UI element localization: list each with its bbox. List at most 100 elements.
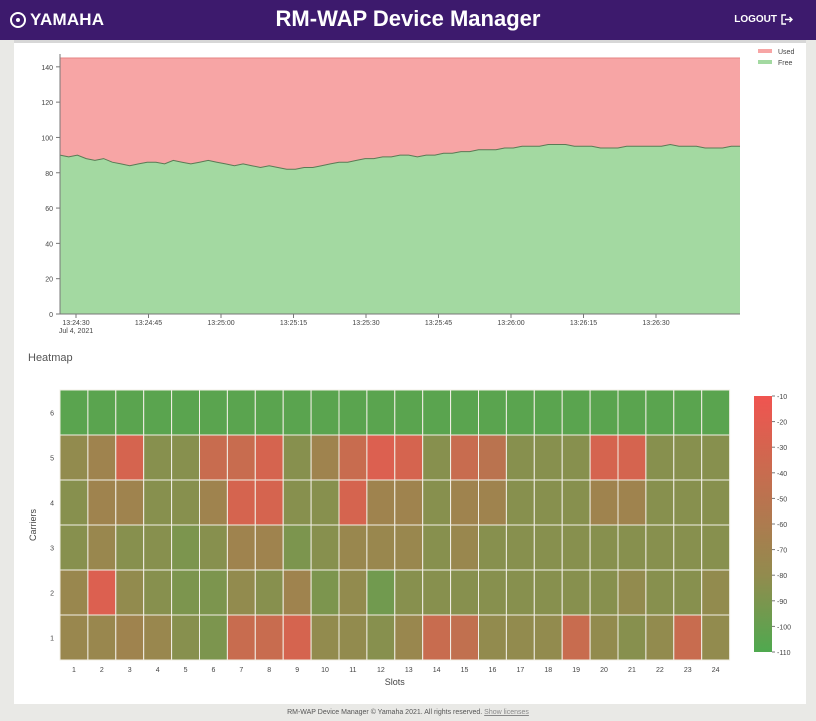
heatmap-cell xyxy=(533,434,563,481)
heatmap-cell xyxy=(254,479,284,526)
y-tick-label: 3 xyxy=(50,546,54,553)
colorbar-tick-label: -70 xyxy=(777,548,787,555)
heatmap-cell xyxy=(505,524,535,571)
heatmap-cell xyxy=(450,434,480,481)
heatmap-cell xyxy=(143,479,173,526)
heatmap-cell xyxy=(366,614,396,661)
heatmap-cell xyxy=(282,614,312,661)
x-tick-label: 11 xyxy=(349,667,356,674)
heatmap-cell xyxy=(366,569,396,616)
heatmap-cell xyxy=(617,524,647,571)
heatmap-cell xyxy=(199,569,228,616)
y-tick-label: 40 xyxy=(45,241,53,248)
heatmap-cell xyxy=(589,614,619,661)
x-tick-label: 13:26:15 xyxy=(570,320,597,327)
x-tick-label: 15 xyxy=(461,667,469,674)
heatmap-cell xyxy=(338,434,368,481)
y-tick-label: 0 xyxy=(49,312,53,319)
heatmap-cell xyxy=(87,389,117,436)
heatmap-cell xyxy=(589,389,619,436)
heatmap-cell xyxy=(171,524,201,571)
colorbar xyxy=(754,396,772,652)
heatmap-cell xyxy=(171,479,201,526)
colorbar-tick-label: -50 xyxy=(777,496,787,503)
y-tick-label: 60 xyxy=(45,206,53,213)
heatmap-cell xyxy=(310,614,340,661)
heatmap-cell xyxy=(115,434,145,481)
heatmap-cell xyxy=(59,524,89,571)
x-tick-label: 21 xyxy=(628,667,636,674)
y-tick-label: 80 xyxy=(45,171,53,178)
heatmap-cell xyxy=(645,569,675,616)
heatmap-cell xyxy=(394,389,424,436)
heatmap-cell xyxy=(673,434,703,481)
heatmap-cell xyxy=(561,479,591,526)
logout-button[interactable]: LOGOUT xyxy=(734,14,794,25)
x-tick-label: 2 xyxy=(100,667,104,674)
heatmap-cell xyxy=(282,524,312,571)
heatmap-cell xyxy=(561,389,591,436)
heatmap-cell xyxy=(199,524,228,571)
x-tick-label: 17 xyxy=(516,667,524,674)
y-tick-label: 6 xyxy=(50,411,54,418)
y-tick-label: 100 xyxy=(41,135,53,142)
heatmap-cell xyxy=(338,569,368,616)
heatmap-cell xyxy=(533,389,563,436)
heatmap-cell xyxy=(87,479,117,526)
heatmap-cell xyxy=(450,389,480,436)
heatmap-cell xyxy=(171,569,201,616)
heatmap-cell xyxy=(450,479,480,526)
x-tick-label: 13:26:00 xyxy=(497,320,524,327)
heatmap-cell xyxy=(617,479,647,526)
heatmap-cell xyxy=(589,524,619,571)
heatmap-cell xyxy=(673,614,703,661)
heatmap-cell xyxy=(115,614,145,661)
heatmap-cell xyxy=(87,614,117,661)
y-tick-label: 20 xyxy=(45,277,53,284)
x-tick-label: 23 xyxy=(684,667,692,674)
heatmap-cell xyxy=(561,614,591,661)
heatmap-cell xyxy=(254,389,284,436)
heatmap-cell xyxy=(394,569,424,616)
colorbar-tick-label: -100 xyxy=(777,624,791,631)
heatmap-cell xyxy=(701,389,731,436)
y-tick-label: 140 xyxy=(41,65,53,72)
heatmap-cell xyxy=(394,614,424,661)
colorbar-tick-label: -60 xyxy=(777,522,787,529)
heatmap-cell xyxy=(701,434,731,481)
heatmap-cell xyxy=(87,434,117,481)
heatmap-cell xyxy=(394,434,424,481)
brand-logo[interactable]: YAMAHA xyxy=(10,10,104,30)
colorbar-tick-label: -40 xyxy=(777,471,787,478)
heatmap-cell xyxy=(450,614,480,661)
heatmap-cell xyxy=(617,614,647,661)
app-header: YAMAHA RM-WAP Device Manager LOGOUT xyxy=(0,0,816,40)
legend-label-used: Used xyxy=(778,49,794,56)
heatmap-cell xyxy=(701,479,731,526)
heatmap-cell xyxy=(254,524,284,571)
x-tick-label: 14 xyxy=(433,667,441,674)
heatmap-cell xyxy=(254,614,284,661)
colorbar-tick-label: -20 xyxy=(777,420,787,427)
yamaha-emblem-icon xyxy=(10,12,26,28)
licenses-link[interactable]: Show licenses xyxy=(484,709,529,716)
heatmap-cell xyxy=(394,524,424,571)
page-footer: RM-WAP Device Manager © Yamaha 2021. All… xyxy=(0,709,816,716)
heatmap-cell xyxy=(645,434,675,481)
x-tick-label: 13:25:15 xyxy=(280,320,307,327)
heatmap-cell xyxy=(59,389,89,436)
y-tick-label: 4 xyxy=(50,501,54,508)
heatmap-cell xyxy=(171,614,201,661)
heatmap-cell xyxy=(366,389,396,436)
heatmap-cell xyxy=(143,569,173,616)
heatmap-cell xyxy=(617,569,647,616)
heatmap-cell xyxy=(171,434,201,481)
heatmap-cell xyxy=(478,479,507,526)
heatmap-cell xyxy=(394,479,424,526)
x-tick-label: 20 xyxy=(600,667,608,674)
heatmap-cell xyxy=(561,569,591,616)
legend-swatch-free xyxy=(758,60,772,64)
x-tick-label: 12 xyxy=(377,667,385,674)
heatmap-cell xyxy=(533,569,563,616)
heatmap-cell xyxy=(310,389,340,436)
